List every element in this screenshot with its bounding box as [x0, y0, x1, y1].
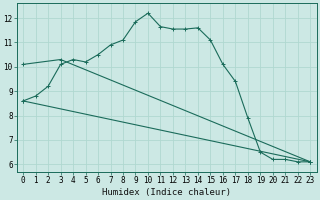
X-axis label: Humidex (Indice chaleur): Humidex (Indice chaleur)	[102, 188, 231, 197]
